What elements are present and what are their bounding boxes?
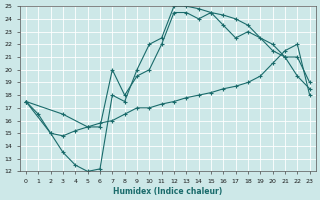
X-axis label: Humidex (Indice chaleur): Humidex (Indice chaleur) [113,187,222,196]
